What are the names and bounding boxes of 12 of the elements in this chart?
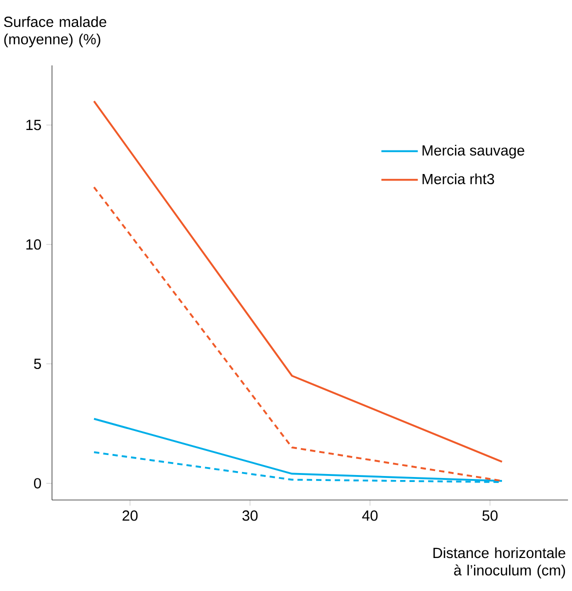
x-tick-label: 30	[242, 510, 258, 521]
y-tick-label: 5	[34, 358, 41, 369]
y-tick-label: 10	[26, 239, 42, 250]
x-axis-title: Distance horizontale à l’inoculum (cm)	[433, 547, 566, 578]
legend-label: Mercia rht3	[422, 173, 494, 184]
y-tick-label: 0	[34, 478, 42, 488]
x-tick-label: 40	[362, 510, 378, 521]
y-tick-label: 15	[26, 120, 41, 130]
x-tick-label: 50	[482, 510, 498, 521]
y-axis-title: Surface malade (moyenne) (%)	[4, 16, 106, 48]
legend-label: Mercia sauvage	[422, 144, 524, 158]
x-tick-label: 20	[122, 510, 138, 521]
